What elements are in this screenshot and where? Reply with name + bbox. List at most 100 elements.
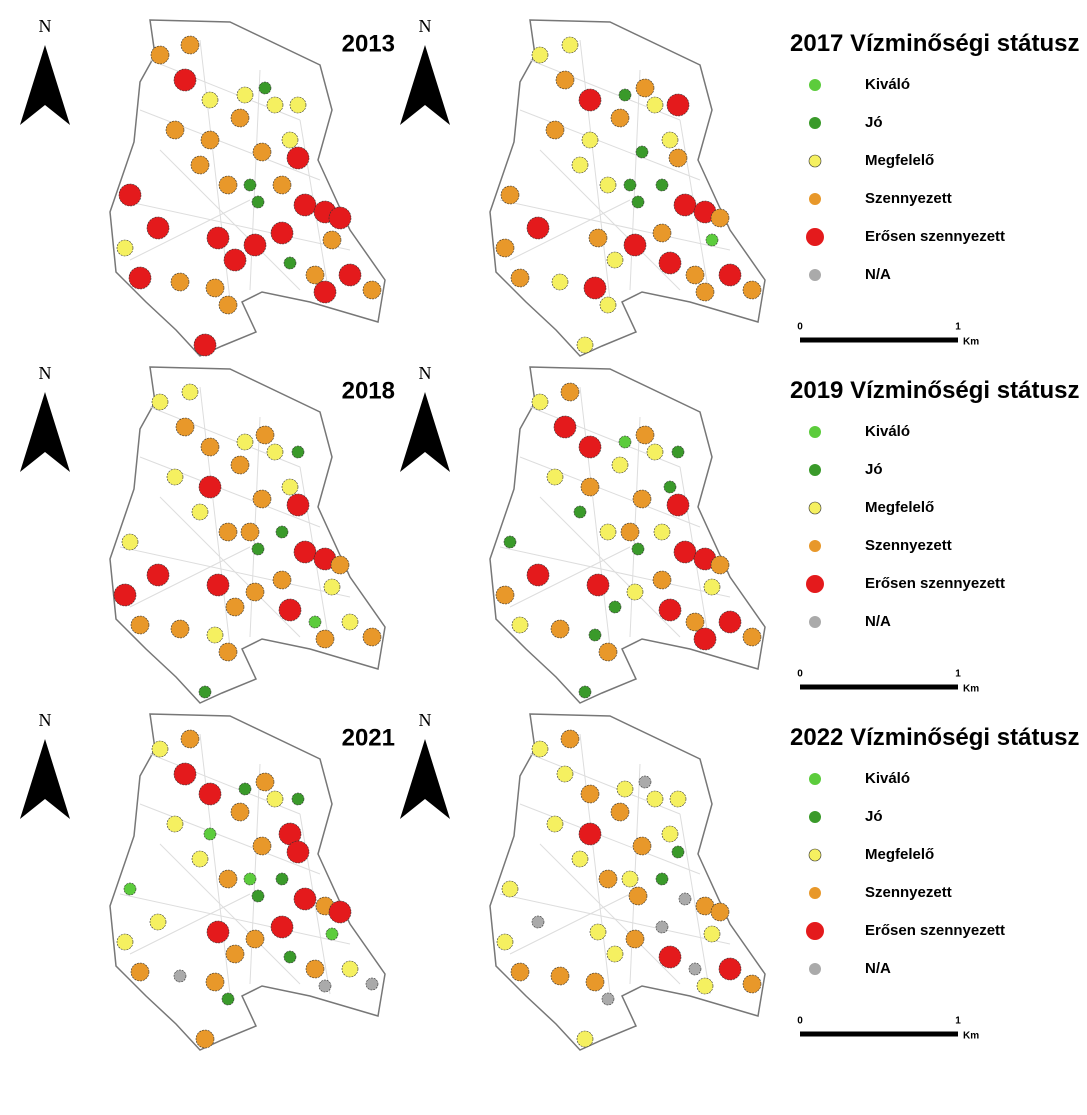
sample-point	[266, 790, 284, 808]
sample-point	[206, 920, 230, 944]
sample-point	[200, 130, 220, 150]
sample-point	[281, 131, 299, 149]
north-label: N	[419, 710, 432, 730]
sample-point	[503, 535, 517, 549]
sample-point	[546, 815, 564, 833]
legend-symbol	[809, 616, 821, 628]
sample-point	[198, 475, 222, 499]
sample-point	[685, 612, 705, 632]
sample-point	[198, 782, 222, 806]
sample-point	[283, 950, 297, 964]
sample-point	[526, 563, 550, 587]
sample-point	[585, 972, 605, 992]
sample-point	[578, 88, 602, 112]
sample-point	[130, 615, 150, 635]
sample-point	[608, 600, 622, 614]
sample-point	[123, 882, 137, 896]
legend-symbol	[809, 117, 821, 129]
sample-point	[546, 468, 564, 486]
sample-point	[510, 268, 530, 288]
sample-point	[666, 93, 690, 117]
sample-point	[576, 336, 594, 354]
sample-point	[173, 762, 197, 786]
sample-point	[243, 233, 267, 257]
street	[159, 843, 301, 985]
north-label: N	[39, 16, 52, 36]
legend-label: Jó	[865, 461, 883, 478]
sample-point	[586, 573, 610, 597]
sample-point	[236, 433, 254, 451]
sample-point	[673, 193, 697, 217]
sample-point	[289, 96, 307, 114]
legend-symbol	[809, 887, 821, 899]
sample-point	[252, 142, 272, 162]
sample-point	[206, 573, 230, 597]
sample-point	[710, 902, 730, 922]
street	[579, 39, 611, 301]
sample-point	[118, 183, 142, 207]
sample-point	[151, 393, 169, 411]
map-year: 2022	[790, 724, 843, 751]
legend-symbol	[809, 963, 821, 975]
sample-point	[599, 296, 617, 314]
sample-point	[580, 477, 600, 497]
sample-point	[705, 233, 719, 247]
legend-symbol	[809, 79, 821, 91]
sample-point	[230, 108, 250, 128]
sample-point	[531, 393, 549, 411]
sample-point	[272, 570, 292, 590]
sample-point	[193, 333, 217, 357]
sample-point	[531, 740, 549, 758]
sample-point	[116, 239, 134, 257]
sample-point	[666, 493, 690, 517]
sample-point	[190, 155, 210, 175]
sample-point	[236, 86, 254, 104]
sample-point	[545, 120, 565, 140]
sample-point	[266, 443, 284, 461]
north-label: N	[419, 16, 432, 36]
map-year: 2018	[342, 377, 395, 404]
legend-title: Vízminőségi státusz	[850, 724, 1079, 751]
sample-point	[305, 265, 325, 285]
sample-point	[328, 900, 352, 924]
sample-point	[661, 131, 679, 149]
street	[129, 546, 251, 608]
sample-point	[195, 1029, 215, 1049]
street	[519, 456, 701, 528]
sample-point	[258, 81, 272, 95]
sample-point	[180, 35, 200, 55]
scale-start: 0	[797, 669, 803, 680]
legend-label: Szennyezett	[865, 537, 952, 554]
map-year: 2017	[790, 30, 843, 57]
legend-label: Kiváló	[865, 423, 910, 440]
sample-point	[313, 280, 337, 304]
sample-point	[278, 822, 302, 846]
sample-point	[116, 933, 134, 951]
sample-point	[130, 962, 150, 982]
sample-point	[598, 642, 618, 662]
sample-point	[251, 889, 265, 903]
sample-point	[623, 178, 637, 192]
map-panel: N 2021	[20, 710, 395, 1051]
sample-point	[610, 802, 630, 822]
sample-point	[286, 493, 310, 517]
sample-point	[578, 435, 602, 459]
sample-point	[275, 525, 289, 539]
legend-symbol	[809, 811, 821, 823]
sample-point	[255, 425, 275, 445]
sample-point	[243, 872, 257, 886]
street	[199, 733, 231, 995]
sample-point	[225, 944, 245, 964]
legend-label: N/A	[865, 960, 891, 977]
sample-point	[293, 540, 317, 564]
legend-symbol	[806, 922, 824, 940]
sample-point	[230, 802, 250, 822]
sample-point	[238, 782, 252, 796]
sample-point	[218, 522, 238, 542]
sample-point	[661, 825, 679, 843]
sample-point	[225, 597, 245, 617]
legend-label: Szennyezett	[865, 190, 952, 207]
legend-title: Vízminőségi státusz	[850, 377, 1079, 404]
north-arrow	[20, 45, 70, 125]
